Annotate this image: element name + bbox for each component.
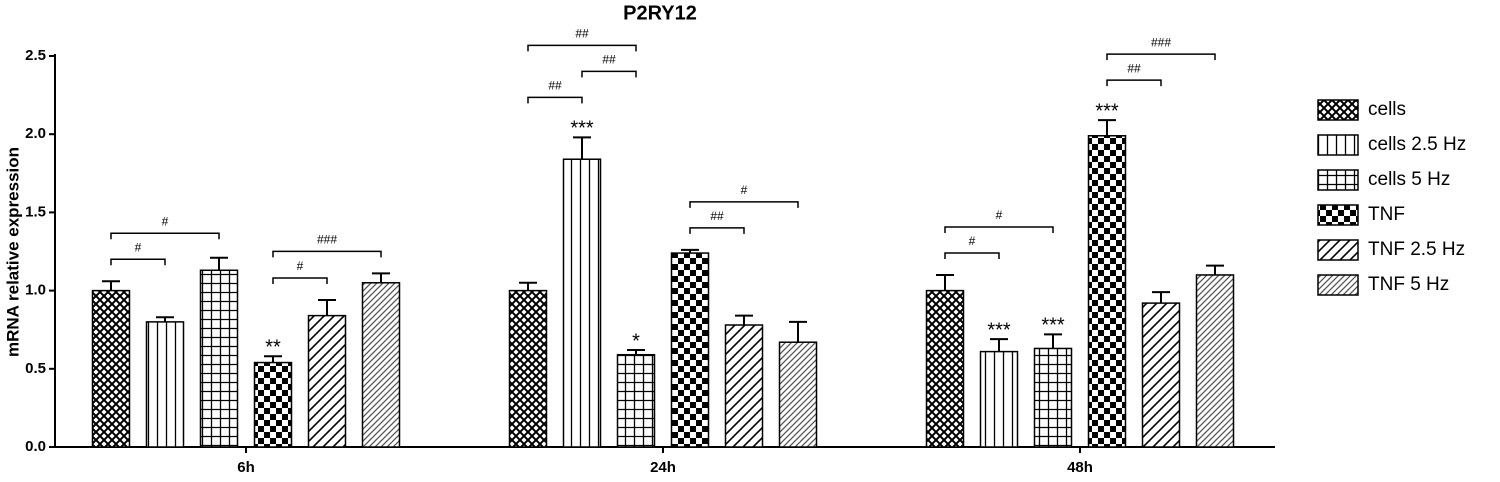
error-bar [210,256,228,271]
significance-bracket [944,226,1054,233]
error-bar [1098,119,1116,136]
significance-bracket [272,277,328,284]
significance-bracket [581,70,637,78]
bar [508,289,548,448]
significance-label: ## [1127,61,1141,75]
significance-bracket [944,252,1000,259]
error-bar [1152,291,1170,304]
error-bar [789,320,807,343]
significance-label: # [162,214,169,228]
bar [1033,347,1073,448]
bar [199,269,239,448]
bar [778,341,818,448]
y-tick-label: 0.5 [25,360,46,377]
legend-swatch [1317,204,1359,226]
bar [91,289,131,448]
y-tick-label: 0.0 [25,438,46,455]
significance-label: ### [317,233,337,247]
significance-bracket [527,44,637,52]
significance-stars: ** [265,337,281,359]
legend-swatch [1317,169,1359,191]
significance-bracket [272,250,382,258]
legend-swatch [1317,99,1359,121]
bar [1141,302,1181,448]
error-bar [990,338,1008,352]
significance-stars: *** [1095,100,1119,122]
bar [1195,274,1235,448]
significance-bracket [689,227,745,234]
legend-label: TNF [1368,204,1405,225]
error-bar [264,355,282,363]
error-bar [573,136,591,160]
significance-label: ## [710,209,724,223]
significance-bracket [110,232,220,240]
significance-label: ### [1151,35,1171,49]
y-axis-label: mRNA relative expression [3,147,22,357]
significance-label: # [969,234,976,248]
legend-label: cells 5 Hz [1368,169,1450,190]
y-tick-label: 1.5 [25,203,46,220]
bar [562,158,602,448]
bar [361,282,401,448]
significance-label: # [135,240,142,254]
y-tick-label: 2.5 [25,47,46,64]
significance-label: ## [602,52,616,66]
significance-stars: *** [570,118,594,140]
error-bar [627,349,645,355]
legend-label: cells 2.5 Hz [1368,134,1466,155]
error-bar [102,280,120,291]
error-bar [519,281,537,291]
significance-label: ## [575,26,589,40]
significance-label: # [741,183,748,197]
bar [307,314,347,448]
significance-bracket [527,96,583,104]
error-bar [318,298,336,316]
legend-label: cells [1368,99,1406,120]
significance-bracket [1106,79,1162,87]
error-bar [936,273,954,291]
significance-stars: *** [1041,315,1065,337]
bar [1087,135,1127,448]
bar [724,324,764,448]
bar [616,353,656,448]
legend-swatch [1317,239,1359,261]
error-bar [1044,333,1062,349]
x-tick-label: 48h [1067,459,1093,476]
significance-label: # [297,259,304,273]
bar [253,361,293,448]
chart-title: P2RY12 [623,2,697,24]
significance-bracket [1106,53,1216,61]
significance-bracket [110,258,166,266]
error-bar [1206,264,1224,275]
significance-bracket [689,201,799,208]
bar [145,321,185,448]
y-tick-label: 2.0 [25,125,46,142]
significance-stars: * [632,330,640,352]
bar [925,289,965,448]
significance-label: ## [548,78,562,92]
legend-label: TNF 2.5 Hz [1368,239,1465,260]
error-bar [156,316,174,322]
x-tick-label: 6h [237,459,255,476]
legend-swatch [1317,274,1359,296]
error-bar [735,314,753,326]
significance-stars: *** [987,319,1011,341]
y-tick-label: 1.0 [25,282,46,299]
legend-swatch [1317,134,1359,156]
significance-label: # [996,208,1003,222]
legend-label: TNF 5 Hz [1368,274,1449,295]
error-bar [372,272,390,283]
bar [670,252,710,448]
bar [979,350,1019,448]
x-tick-label: 24h [650,459,676,476]
